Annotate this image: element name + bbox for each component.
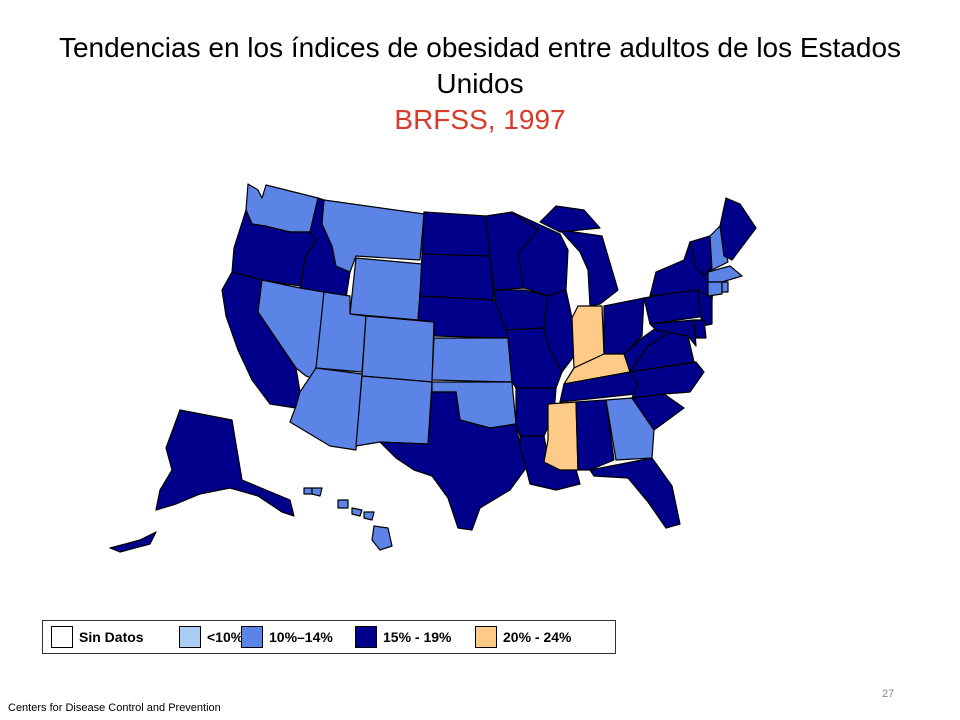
state-rhode-island bbox=[721, 281, 729, 293]
state-new-jersey bbox=[697, 289, 713, 327]
legend-item-20-24: 20% - 24% bbox=[475, 624, 571, 650]
state-new-hampshire bbox=[709, 225, 729, 271]
state-massachusetts bbox=[707, 265, 743, 283]
state-alaska bbox=[109, 531, 157, 553]
legend-label: Sin Datos bbox=[79, 629, 144, 645]
state-hawaii bbox=[371, 525, 393, 551]
state-north-carolina bbox=[629, 361, 705, 399]
legend-swatch bbox=[51, 626, 73, 648]
legend-swatch bbox=[475, 626, 497, 648]
state-alaska bbox=[155, 409, 295, 517]
state-hawaii bbox=[337, 499, 349, 509]
legend-item-lt10: <10% bbox=[179, 624, 243, 650]
state-illinois bbox=[543, 289, 575, 373]
state-kansas bbox=[431, 337, 513, 383]
legend-label: <10% bbox=[207, 629, 244, 645]
state-maine bbox=[719, 197, 757, 261]
state-michigan bbox=[559, 229, 619, 307]
legend-item-15-19: 15% - 19% bbox=[355, 624, 451, 650]
legend-swatch bbox=[179, 626, 201, 648]
legend-swatch bbox=[355, 626, 377, 648]
state-michigan bbox=[539, 205, 601, 233]
state-hawaii bbox=[363, 511, 375, 521]
state-hawaii bbox=[303, 487, 313, 495]
title-block: Tendencias en los índices de obesidad en… bbox=[0, 30, 960, 138]
state-vermont bbox=[689, 235, 713, 277]
state-maryland bbox=[649, 319, 697, 347]
state-wyoming bbox=[349, 257, 423, 321]
state-arizona bbox=[289, 367, 363, 451]
state-north-dakota bbox=[421, 211, 491, 257]
state-texas bbox=[379, 391, 527, 531]
legend-item-10-14: 10%–14% bbox=[241, 624, 333, 650]
legend-item-no-data: Sin Datos bbox=[51, 624, 144, 650]
legend-swatch bbox=[241, 626, 263, 648]
state-hawaii bbox=[311, 487, 323, 497]
legend-label: 10%–14% bbox=[269, 629, 333, 645]
state-connecticut bbox=[707, 281, 723, 297]
legend-label: 15% - 19% bbox=[383, 629, 452, 645]
state-alabama bbox=[575, 399, 615, 471]
state-hawaii bbox=[351, 507, 363, 517]
legend-label: 20% - 24% bbox=[503, 629, 572, 645]
page-number: 27 bbox=[882, 688, 895, 700]
state-mississippi bbox=[543, 401, 579, 471]
footer-credit: Centers for Disease Control and Preventi… bbox=[8, 702, 221, 714]
map-subtitle: BRFSS, 1997 bbox=[394, 104, 566, 135]
state-south-dakota bbox=[419, 253, 495, 301]
state-delaware bbox=[693, 319, 707, 339]
legend: Sin Datos <10% 10%–14% 15% - 19% 20% - 2… bbox=[42, 620, 616, 654]
state-new-mexico bbox=[355, 375, 433, 447]
state-ohio bbox=[603, 297, 645, 355]
state-colorado bbox=[361, 315, 435, 383]
state-florida bbox=[589, 457, 681, 529]
map-title: Tendencias en los índices de obesidad en… bbox=[58, 32, 902, 99]
